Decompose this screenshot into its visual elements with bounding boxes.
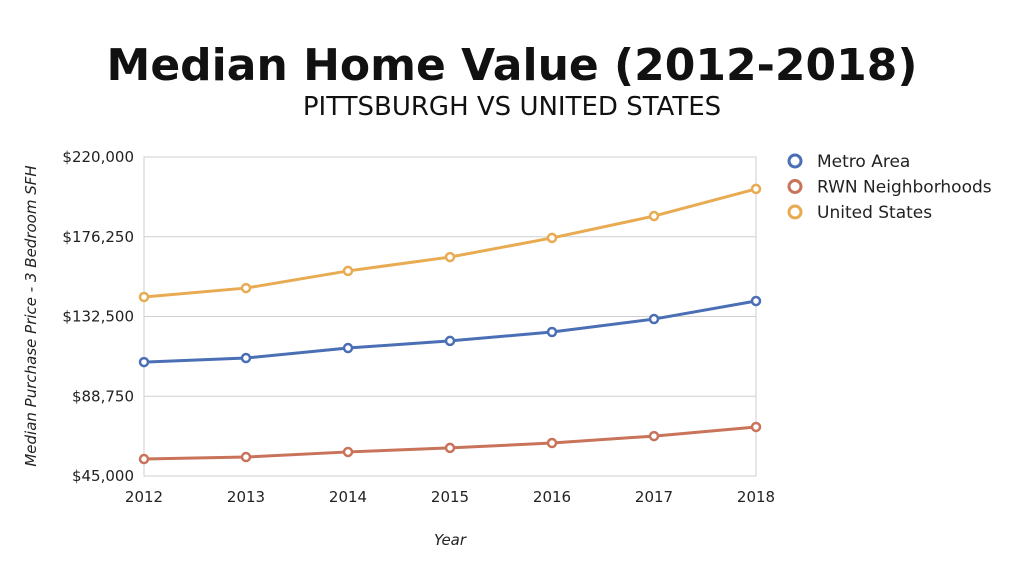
- plot-area-border: [143, 156, 757, 477]
- legend-marker: [787, 153, 803, 169]
- legend-marker: [787, 179, 803, 194]
- legend-label: United States: [817, 203, 932, 223]
- chart-title: Median Home Value (2012-2018): [106, 40, 918, 91]
- data-point: [750, 295, 762, 307]
- x-tick-label: 2012: [125, 488, 163, 506]
- legend-label: Metro Area: [817, 152, 910, 172]
- y-tick-label: $45,000: [72, 467, 134, 485]
- x-tick-label: 2015: [431, 488, 469, 506]
- data-point: [444, 442, 456, 454]
- x-axis-label: Year: [434, 531, 467, 549]
- data-point: [240, 352, 252, 364]
- chart-subtitle: PITTSBURGH VS UNITED STATES: [302, 92, 722, 122]
- data-point: [444, 335, 456, 347]
- data-point: [546, 326, 558, 338]
- data-point: [138, 291, 150, 303]
- data-point: [750, 183, 762, 195]
- data-point: [648, 210, 660, 222]
- data-point: [240, 451, 252, 463]
- x-tick-label: 2017: [635, 488, 673, 506]
- series-line-united-states: [143, 187, 757, 299]
- x-tick-label: 2014: [329, 488, 367, 506]
- y-axis-label: Median Purchase Price - 3 Bedroom SFH: [22, 165, 40, 466]
- y-tick-label: $220,000: [62, 148, 134, 166]
- legend-label: RWN Neighborhoods: [817, 178, 992, 198]
- data-point: [546, 437, 558, 449]
- x-tick-label: 2016: [533, 488, 571, 506]
- data-point: [750, 421, 762, 433]
- data-point: [138, 356, 150, 368]
- data-point: [342, 446, 354, 458]
- data-point: [240, 282, 252, 294]
- data-point: [342, 342, 354, 354]
- y-tick-label: $176,250: [62, 228, 134, 246]
- data-point: [444, 251, 456, 263]
- data-point: [342, 265, 354, 277]
- y-tick-label: $132,500: [62, 308, 134, 326]
- legend-marker: [787, 204, 803, 220]
- x-tick-label: 2018: [737, 488, 775, 506]
- data-point: [546, 232, 558, 244]
- series-line-metro-area: [143, 299, 757, 364]
- y-tick-label: $88,750: [72, 387, 134, 405]
- data-point: [648, 313, 660, 325]
- data-point: [138, 453, 150, 465]
- x-tick-label: 2013: [227, 488, 265, 506]
- data-point: [648, 430, 660, 442]
